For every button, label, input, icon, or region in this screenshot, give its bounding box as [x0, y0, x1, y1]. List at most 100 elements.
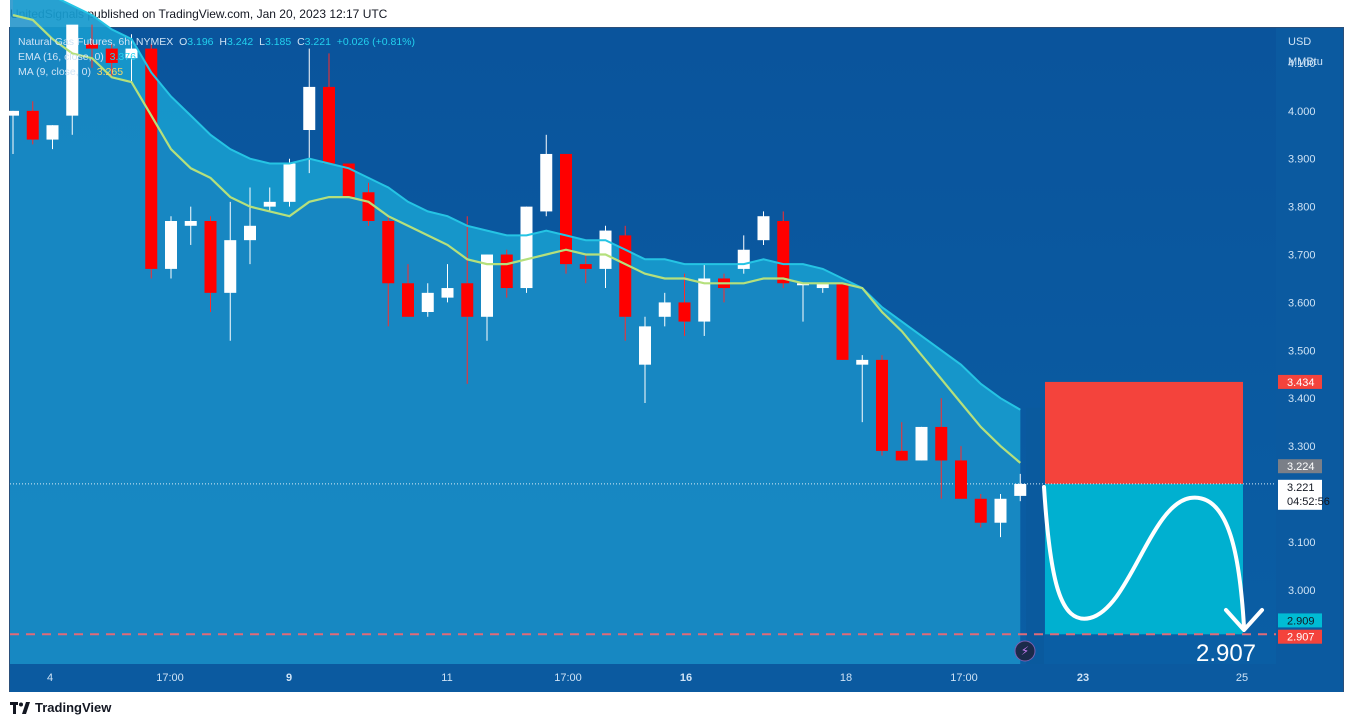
candle-body [816, 283, 829, 289]
candle-body [145, 48, 158, 269]
candle-body [856, 359, 869, 365]
candle-body [421, 292, 434, 312]
candle-body [1014, 483, 1027, 496]
footer-brand-label: TradingView [35, 700, 112, 715]
publish-header: UnitedSignals published on TradingView.c… [10, 7, 388, 21]
candle-body [658, 302, 671, 317]
legend-ema-value: 3.376 [109, 51, 136, 63]
candle-body [678, 302, 691, 322]
ma-line [12, 14, 1022, 464]
candle-body [955, 460, 967, 499]
candle-body [323, 86, 335, 164]
candle-body [599, 230, 612, 269]
price-tick-label: 3.400 [1288, 393, 1316, 405]
chart-legend: Natural Gas Futures, 6h, NYMEX O3.196 H3… [18, 35, 415, 80]
candle-body [777, 221, 790, 284]
time-tick-label: 18 [840, 672, 852, 684]
legend-open: 3.196 [187, 36, 214, 48]
axis-currency: USD [1288, 36, 1311, 48]
candle-body [402, 283, 414, 317]
ema-line [58, 0, 1021, 411]
candle-body [244, 225, 256, 241]
candle-body [757, 216, 770, 241]
price-tick-label: 3.100 [1288, 537, 1316, 549]
legend-ema-label: EMA (16, close, 0) [18, 51, 104, 63]
projection-arrow-head [1224, 608, 1264, 632]
candle-body [540, 153, 553, 212]
target-big-label: 2.907 [1196, 640, 1256, 667]
candle-body [737, 249, 750, 269]
stop-price-tag: 3.434 [1287, 377, 1315, 389]
future-strip [1026, 407, 1044, 664]
price-tick-label: 3.700 [1288, 250, 1316, 262]
projection-arrow-path [1042, 485, 1246, 629]
candle-body [974, 498, 987, 523]
candle-body [579, 264, 592, 269]
time-axis-panel [10, 664, 1343, 692]
candle-body [165, 221, 177, 269]
legend-ma-row[interactable]: MA (9, close, 0) 3.265 [18, 65, 415, 80]
time-tick-label: 11 [441, 672, 452, 684]
price-tick-label: 3.800 [1288, 202, 1316, 214]
legend-close: 3.221 [304, 36, 331, 48]
candle-body [895, 450, 908, 461]
candle-body [283, 163, 296, 202]
candle-body [915, 426, 928, 461]
candle-body [698, 278, 711, 322]
stop-loss-zone[interactable] [1045, 381, 1243, 484]
candle-body [362, 192, 375, 222]
time-tick-label: 16 [680, 672, 692, 684]
candle-body [619, 235, 632, 317]
legend-low: 3.185 [264, 36, 292, 48]
candle-body [994, 498, 1007, 523]
ma-price-tag-bg [1278, 459, 1322, 474]
take-profit-zone[interactable] [1045, 483, 1243, 635]
price-tick-label: 3.500 [1288, 345, 1316, 357]
candle-body [86, 43, 98, 49]
time-tick-label: 23 [1077, 672, 1089, 684]
candle-body [303, 86, 316, 131]
legend-ema-row[interactable]: EMA (16, close, 0) 3.376 [18, 50, 415, 65]
legend-high: 3.242 [226, 36, 254, 48]
candle-body [184, 221, 197, 226]
price-tick-label: 3.300 [1288, 441, 1316, 453]
candle-body [935, 426, 948, 461]
price-tick-label: 4.000 [1288, 106, 1316, 118]
time-tick-label: 9 [286, 672, 292, 684]
candle-body [481, 254, 493, 317]
candle-body [66, 24, 79, 116]
candle-body [7, 110, 19, 116]
lightning-icon: ⚡ [1021, 644, 1029, 658]
axis-unit: MMBtu [1288, 56, 1323, 68]
legend-ma-value: 3.265 [96, 66, 124, 78]
legend-ohlc-row: Natural Gas Futures, 6h, NYMEX O3.196 H3… [18, 36, 416, 48]
candle-body [441, 288, 454, 298]
last-price-tag-countdown: 04:52:56 [1287, 496, 1330, 508]
time-tick-label: 25 [1236, 672, 1248, 684]
candle-body [560, 153, 572, 265]
price-ticks-group: 4.100 4.000 3.900 3.800 3.700 3.600 3.500 3.400… [1288, 58, 1316, 597]
tradingview-logo-icon [10, 701, 30, 714]
footer-brand[interactable]: TradingView [10, 700, 111, 715]
time-ticks-group: 4 17:00 9 11 17:00 16 18 17:00 23 25 [47, 672, 1248, 684]
legend-ma-label: MA (9, close, 0) [18, 66, 91, 78]
time-tick-label: 17:00 [156, 672, 184, 684]
target-b-price-tag: 2.907 [1287, 632, 1315, 644]
price-axis-panel [1276, 28, 1343, 664]
candle-body [263, 201, 276, 207]
lightning-badge[interactable]: ⚡ [1014, 640, 1036, 662]
candle-body [342, 163, 355, 198]
candle-body [876, 359, 888, 451]
candle-body [204, 221, 217, 293]
candle-body [836, 283, 849, 360]
candle-body [461, 283, 474, 317]
legend-change: +0.026 (+0.81%) [336, 36, 416, 48]
time-tick-label: 4 [47, 672, 53, 684]
ema-band-area [13, 0, 1021, 463]
candle-body [639, 326, 651, 365]
candle-body [26, 110, 39, 140]
last-price-tag: 3.221 [1287, 482, 1315, 494]
last-price-tag-bg [1278, 479, 1322, 510]
candle-body [46, 125, 59, 140]
